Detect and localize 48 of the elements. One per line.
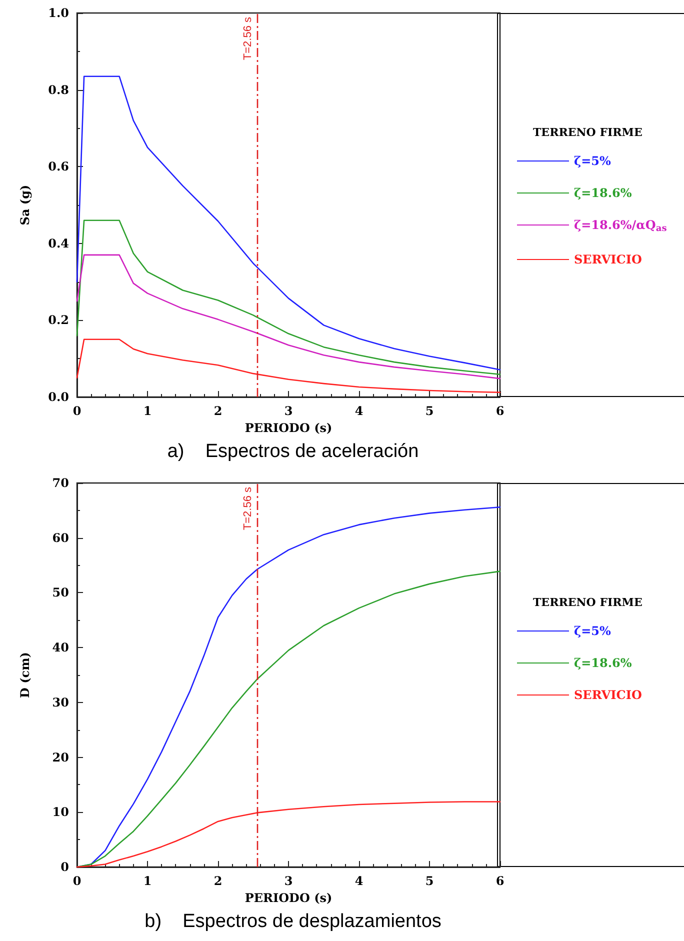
legend-title: TERRENO FIRME: [533, 126, 642, 139]
y-tick-label: 50: [52, 586, 69, 600]
x-tick-label: 4: [354, 874, 364, 888]
x-tick-label: 2: [214, 404, 222, 418]
legend-label: ζ=18.6%: [574, 186, 632, 200]
y-tick-label: 10: [52, 805, 69, 820]
line-series: [76, 220, 501, 375]
y-tick-label: 1.0: [48, 6, 69, 20]
text: b) Espectros de desplazamientos: [144, 911, 442, 932]
legend-label: SERVICIO: [574, 688, 642, 702]
y-axis-title: Sa (g): [18, 184, 32, 226]
legend-label: SERVICIO: [574, 252, 642, 266]
x-tick-label: 1: [143, 874, 152, 888]
y-tick-label: 0.0: [48, 390, 69, 404]
x-tick-label: 6: [496, 874, 504, 888]
text: a) Espectros de aceleración: [167, 441, 419, 462]
legend-label: ζ=5%: [574, 624, 612, 638]
line-series: [76, 254, 501, 380]
y-tick-label: 30: [52, 695, 69, 710]
legend-label: ζ=5%: [574, 154, 612, 168]
y-axis-title: D (cm): [18, 652, 32, 698]
x-tick-label: 3: [284, 874, 293, 888]
legend-title: TERRENO FIRME: [533, 596, 642, 609]
ref-line-label: T=2.56 s: [242, 16, 254, 60]
x-tick-label: 6: [496, 404, 504, 418]
y-tick-label: 60: [52, 530, 69, 545]
y-tick-label: 0.6: [48, 160, 69, 174]
x-tick-label: 0: [72, 404, 82, 418]
y-tick-label: 20: [52, 750, 69, 764]
y-tick-label: 0.4: [48, 236, 69, 250]
y-tick-label: 0: [60, 860, 69, 874]
y-tick-label: 0.8: [48, 82, 69, 97]
x-tick-label: 3: [284, 404, 293, 418]
x-axis-title: PERIODO (s): [244, 420, 332, 435]
x-tick-label: 1: [143, 404, 152, 418]
ref-line-label: T=2.56 s: [242, 486, 254, 530]
x-tick-label: 4: [354, 404, 364, 418]
y-tick-label: 70: [52, 476, 69, 490]
x-tick-label: 5: [425, 874, 434, 888]
x-tick-label: 2: [214, 874, 222, 888]
x-tick-label: 5: [425, 404, 434, 418]
line-series: [76, 338, 501, 394]
x-tick-label: 0: [72, 874, 82, 888]
legend-label: ζ=18.6%: [574, 656, 632, 670]
line-series: [76, 76, 501, 370]
y-tick-label: 0.2: [48, 313, 69, 328]
x-axis-title: PERIODO (s): [244, 890, 332, 905]
y-tick-label: 40: [52, 640, 69, 655]
